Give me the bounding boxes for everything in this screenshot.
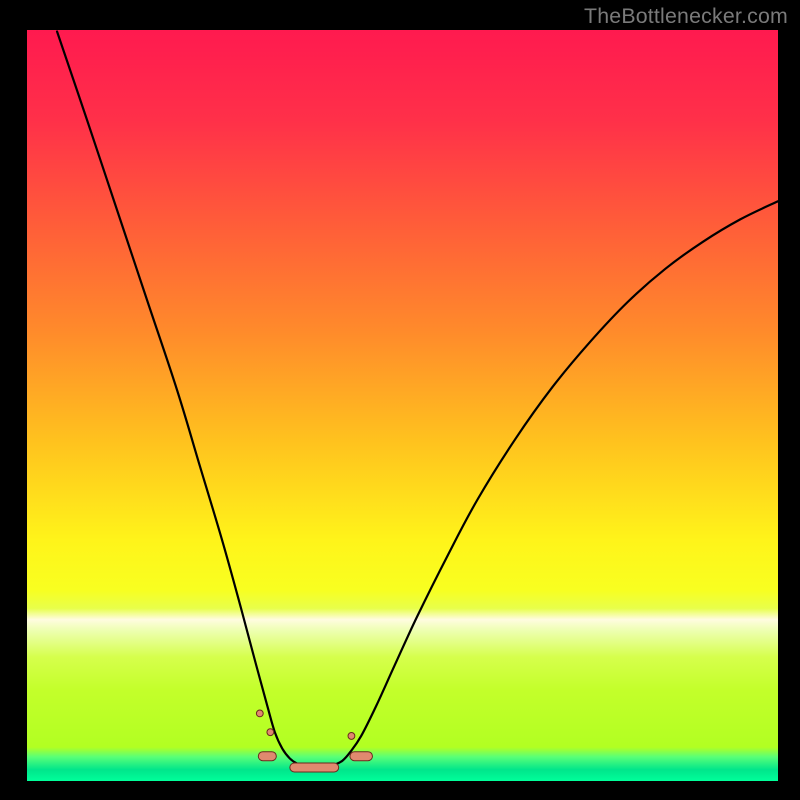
plot-area (27, 30, 778, 781)
gradient-background (27, 30, 778, 781)
chart-container: TheBottlenecker.com (0, 0, 800, 800)
watermark-text: TheBottlenecker.com (584, 4, 788, 29)
